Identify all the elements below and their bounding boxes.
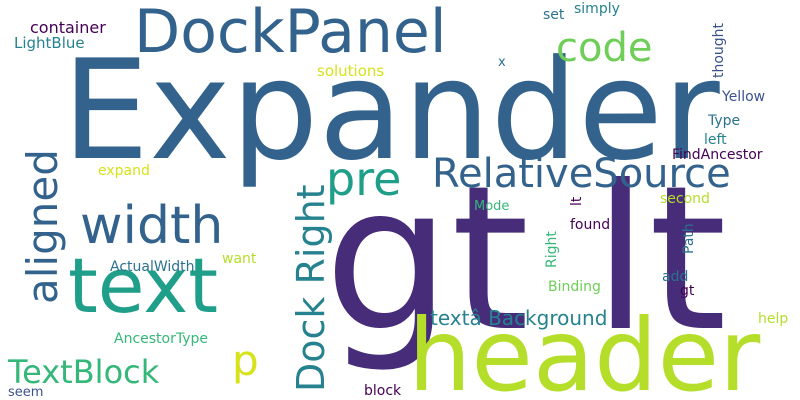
word-findancestor: FindAncestor: [672, 147, 763, 163]
word-actualwidth: ActualWidth: [110, 259, 195, 275]
word-relativesource: RelativeSource: [432, 151, 731, 197]
word-expand: expand: [98, 163, 150, 179]
word-block: block: [364, 383, 402, 399]
word-lightblue: LightBlue: [14, 34, 85, 52]
word-text-background: textâ Background: [430, 306, 608, 330]
word-simply: simply: [574, 1, 620, 17]
word-want: want: [222, 251, 257, 267]
word-set: set: [543, 7, 565, 23]
word-mode: Mode: [474, 199, 510, 214]
word-seem: seem: [8, 385, 44, 400]
word-container: container: [30, 18, 106, 37]
word-lt: lt: [569, 196, 585, 206]
word-text: text: [68, 241, 218, 330]
word-binding: Binding: [548, 279, 601, 295]
word-code: code: [556, 25, 653, 71]
word-aligned: aligned: [18, 149, 67, 304]
word-gt-lt: gt lt: [324, 143, 727, 376]
word-pre: pre: [326, 152, 402, 206]
word-expander: Expander: [62, 30, 720, 191]
word-textblock: Dock Right: [289, 184, 333, 392]
word-ancestortype: AncestorType: [114, 331, 209, 347]
word-right: Right: [544, 231, 560, 268]
word-left: left: [704, 132, 727, 148]
word-help: help: [758, 311, 789, 327]
word-dockpanel: DockPanel: [134, 0, 447, 67]
word-path: Path: [681, 223, 697, 254]
word-width: width: [80, 196, 224, 256]
word-dock-right: TextBlock: [8, 353, 160, 391]
word-thought: thought: [711, 22, 727, 78]
word-header: header: [408, 297, 761, 400]
word-p: p: [232, 336, 259, 385]
word-solutions: solutions: [317, 62, 385, 80]
word-add: add: [662, 269, 689, 285]
word-second: second: [660, 191, 710, 207]
word-gt: gt: [680, 283, 695, 299]
word-type: Type: [708, 113, 741, 129]
word-yellow: Yellow: [722, 89, 766, 105]
word-x: x: [498, 55, 506, 70]
word-found: found: [570, 217, 611, 233]
